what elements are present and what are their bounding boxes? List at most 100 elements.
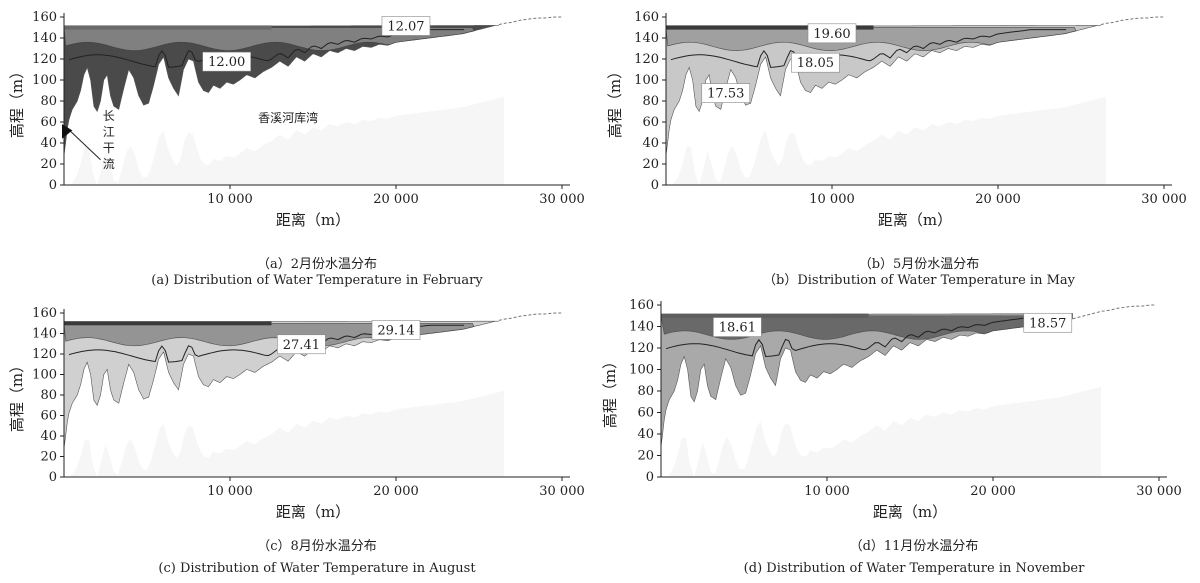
caption-en: （b）Distribution of Water Temperature in … (763, 273, 1076, 288)
y-tick-label: 0 (651, 178, 659, 193)
temperature-label-box (371, 320, 421, 340)
annotation-pointer (66, 127, 101, 161)
x-tick-label: 20 000 (373, 192, 419, 207)
y-tick-label: 60 (40, 115, 57, 130)
x-tick-label: 10 000 (207, 484, 253, 499)
y-tick-label: 120 (634, 52, 659, 67)
temperature-label-box (277, 334, 326, 355)
y-tick-label: 20 (637, 449, 654, 464)
y-tick-label: 60 (637, 406, 654, 421)
y-tick-label: 140 (629, 320, 654, 335)
y-axis-label: 高程（m） (601, 354, 619, 428)
y-tick-label: 140 (32, 31, 57, 46)
y-tick-label: 120 (32, 52, 57, 67)
x-axis-label: 距离（m） (878, 211, 952, 229)
annotation-bay: 香溪河库湾 (258, 110, 318, 125)
bed-shade (64, 96, 504, 185)
chart-panel-0: 0 20 40 60 80 100 120 140 160 10 000 20 000 30 000 距… (8, 10, 585, 288)
y-tick-label: 60 (642, 115, 659, 130)
x-tick-label: 10 000 (804, 484, 850, 499)
y-tick-label: 20 (40, 157, 57, 172)
temperature-label-box (202, 51, 251, 72)
y-tick-label: 80 (40, 94, 57, 109)
annotation-mainstream-char: 干 (103, 141, 115, 155)
y-tick-label: 100 (32, 73, 57, 88)
x-tick-label: 30 000 (539, 192, 585, 207)
x-tick-label: 20 000 (373, 484, 419, 499)
surface-layer (661, 313, 869, 318)
temperature-label-box (1023, 312, 1073, 333)
y-tick-label: 0 (49, 470, 57, 485)
temperature-label-box (381, 16, 431, 36)
temperature-label: 17.53 (707, 87, 744, 102)
y-tick-label: 160 (32, 10, 57, 25)
y-tick-label: 160 (32, 306, 57, 321)
caption-cn: （b）5月份水温分布 (859, 257, 980, 272)
chart-panel-2: 0 20 40 60 80 100 120 140 160 10 000 20 000 30 000 距… (8, 306, 585, 576)
x-axis-label: 距离（m） (873, 503, 947, 521)
x-tick-label: 10 000 (809, 192, 855, 207)
annotation-mainstream-char: 流 (103, 157, 115, 171)
temperature-label-box (791, 52, 840, 73)
y-tick-label: 140 (634, 31, 659, 46)
bed-shade (666, 96, 1106, 185)
chart-panel-3: 0 20 40 60 80 100 120 140 160 10 000 20 000 30 000 距… (601, 298, 1182, 576)
temperature-label: 18.61 (719, 321, 756, 336)
surface-layer (64, 321, 272, 326)
y-tick-label: 160 (629, 298, 654, 313)
temperature-label: 27.41 (283, 338, 320, 353)
surface-layer (666, 25, 874, 30)
bed-shade (64, 390, 504, 477)
annotation-mainstream-char: 江 (103, 125, 115, 139)
x-tick-label: 30 000 (1136, 484, 1182, 499)
surface-layer (64, 25, 272, 30)
caption-cn: （c）8月份水温分布 (257, 539, 377, 554)
x-axis-label: 距离（m） (276, 503, 350, 521)
temperature-label: 19.60 (813, 27, 850, 42)
y-tick-label: 100 (32, 368, 57, 383)
y-tick-label: 40 (642, 136, 659, 151)
y-tick-label: 80 (642, 94, 659, 109)
x-axis-label: 距离（m） (276, 211, 350, 229)
annotation-arrowhead (62, 124, 73, 139)
y-tick-label: 80 (40, 388, 57, 403)
temperature-label: 12.07 (387, 19, 424, 34)
temperature-label: 12.00 (208, 55, 245, 70)
riverbed-line (498, 16, 562, 26)
riverbed-line (498, 312, 562, 321)
x-tick-label: 30 000 (539, 484, 585, 499)
y-tick-label: 20 (40, 450, 57, 465)
y-tick-label: 0 (646, 470, 654, 485)
temperature-label-box (807, 23, 857, 44)
x-tick-label: 10 000 (207, 192, 253, 207)
x-tick-label: 30 000 (1141, 192, 1187, 207)
y-tick-label: 100 (629, 363, 654, 378)
temperature-label: 18.57 (1029, 316, 1066, 331)
y-axis-label: 高程（m） (606, 64, 624, 138)
y-tick-label: 80 (637, 384, 654, 399)
caption-cn: （a）2月份水温分布 (257, 257, 377, 272)
riverbed-line (1072, 304, 1156, 320)
y-tick-label: 120 (629, 341, 654, 356)
temperature-label: 18.05 (797, 56, 834, 71)
caption-en: (d) Distribution of Water Temperature in… (744, 561, 1085, 576)
y-tick-label: 100 (634, 73, 659, 88)
x-tick-label: 20 000 (970, 484, 1016, 499)
x-tick-label: 20 000 (975, 192, 1021, 207)
y-tick-label: 160 (634, 10, 659, 25)
caption-en: (c) Distribution of Water Temperature in… (158, 561, 476, 576)
temperature-label: 29.14 (377, 323, 414, 338)
isotherm-line (670, 29, 1067, 68)
y-axis-label: 高程（m） (8, 358, 26, 432)
y-tick-label: 120 (32, 347, 57, 362)
bed-shade (661, 386, 1101, 477)
y-tick-label: 0 (49, 178, 57, 193)
y-tick-label: 40 (40, 136, 57, 151)
y-tick-label: 40 (637, 427, 654, 442)
caption-cn: （d）11月份水温分布 (850, 539, 979, 554)
y-axis-label: 高程（m） (8, 64, 26, 138)
y-tick-label: 40 (40, 429, 57, 444)
y-tick-label: 140 (32, 327, 57, 342)
riverbed-line (1100, 16, 1164, 26)
